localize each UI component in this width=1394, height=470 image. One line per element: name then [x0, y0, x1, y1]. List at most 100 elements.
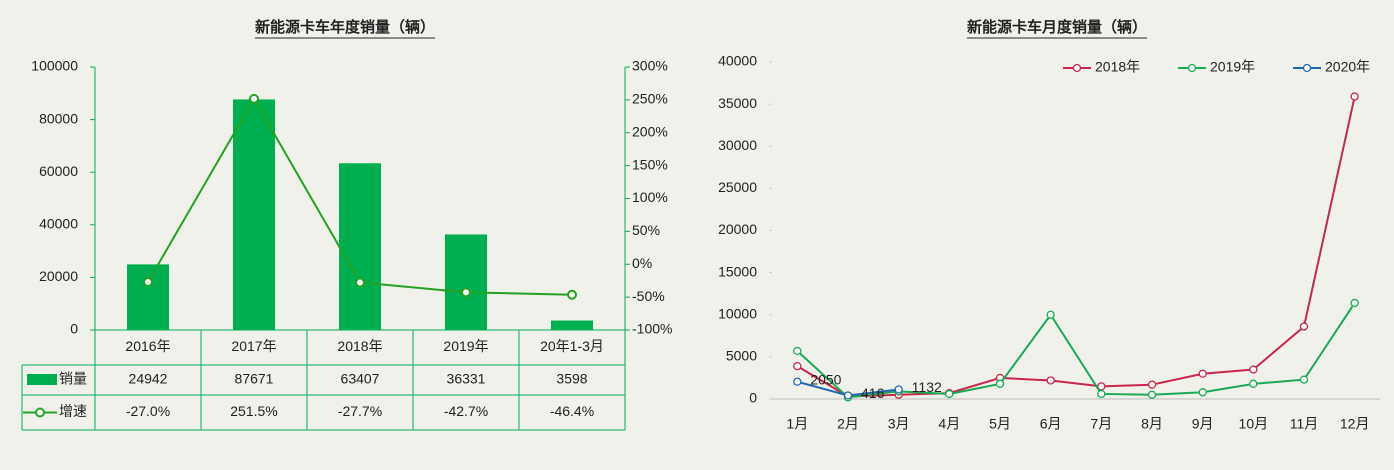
- bar: [445, 234, 487, 330]
- y-tick-label: 5000: [726, 348, 757, 364]
- data-label: 1132: [912, 379, 942, 395]
- y-tick-label: 100000: [31, 58, 78, 74]
- x-tick-label: 1月: [786, 416, 808, 432]
- y-tick-label: 20000: [39, 268, 78, 284]
- legend-label: 2019年: [1210, 59, 1255, 75]
- x-tick-label: 3月: [888, 416, 910, 432]
- marker: [1249, 379, 1258, 388]
- data-label: 416: [861, 385, 885, 401]
- y2-tick-label: 300%: [632, 58, 668, 74]
- marker: [1299, 375, 1309, 384]
- legend-marker: [35, 407, 45, 418]
- bar: [127, 264, 169, 330]
- marker: [1299, 322, 1309, 331]
- legend-label: 2020年: [1325, 59, 1370, 75]
- x-tick-label: 9月: [1192, 416, 1214, 432]
- x-tick-label: 11月: [1290, 416, 1319, 432]
- marker: [1198, 369, 1207, 378]
- x-tick-label: 10月: [1239, 416, 1269, 432]
- y-tick-label: 0: [749, 390, 757, 406]
- marker: [1046, 310, 1055, 319]
- x-tick-label: 2016年: [125, 338, 170, 354]
- marker: [1046, 376, 1055, 385]
- y-tick-label: 25000: [718, 179, 757, 195]
- marker: [1350, 92, 1359, 101]
- y-tick-label: 10000: [718, 305, 757, 321]
- x-tick-label: 2017年: [231, 338, 276, 354]
- y2-tick-label: -100%: [632, 321, 672, 337]
- table-value: -27.0%: [126, 403, 170, 419]
- marker: [1198, 388, 1207, 397]
- table-value: 251.5%: [230, 403, 277, 419]
- y-tick-label: 30000: [718, 137, 757, 153]
- x-tick-label: 4月: [938, 416, 960, 432]
- chart-title: 新能源卡车月度销量（辆）: [967, 18, 1147, 36]
- marker: [1147, 380, 1157, 389]
- x-tick-label: 2月: [837, 416, 859, 432]
- legend-marker: [1072, 63, 1082, 73]
- x-tick-label: 20年1-3月: [540, 338, 604, 354]
- marker: [793, 346, 802, 356]
- marker: [1350, 298, 1359, 308]
- line: [796, 96, 1356, 398]
- y-tick-label: 40000: [718, 53, 757, 69]
- bar: [551, 320, 593, 330]
- y2-tick-label: 0%: [632, 255, 652, 271]
- marker: [461, 287, 471, 298]
- y-tick-label: 15000: [718, 263, 757, 279]
- legend-marker: [1187, 63, 1197, 73]
- marker: [355, 277, 365, 288]
- legend-label: 销量: [59, 371, 87, 387]
- y2-tick-label: 150%: [632, 156, 668, 172]
- marker: [143, 277, 153, 288]
- line: [796, 302, 1356, 399]
- y-tick-label: 80000: [39, 110, 78, 126]
- data-label: 2050: [810, 371, 841, 387]
- legend-label: 2018年: [1095, 59, 1140, 75]
- chart-title: 新能源卡车年度销量（辆）: [255, 18, 435, 36]
- marker: [793, 377, 802, 386]
- marker: [995, 379, 1005, 388]
- legend-label: 增速: [59, 403, 87, 419]
- x-tick-label: 2019年: [443, 338, 488, 354]
- x-tick-label: 8月: [1141, 416, 1163, 432]
- table-value: 36331: [447, 371, 486, 387]
- y2-tick-label: 100%: [632, 189, 668, 205]
- marker: [793, 361, 802, 371]
- x-tick-label: 2018年: [337, 338, 382, 354]
- legend-swatch: [27, 374, 57, 385]
- y2-tick-label: 50%: [632, 222, 660, 238]
- legend-marker: [1302, 63, 1312, 73]
- x-tick-label: 7月: [1090, 416, 1112, 432]
- marker: [1249, 365, 1258, 374]
- marker: [1097, 389, 1106, 399]
- marker: [945, 389, 954, 399]
- table-value: -42.7%: [444, 403, 488, 419]
- x-tick-label: 6月: [1040, 416, 1062, 432]
- y2-tick-label: 200%: [632, 123, 668, 139]
- marker: [249, 93, 259, 104]
- x-tick-label: 5月: [989, 416, 1011, 432]
- bar: [233, 99, 275, 331]
- table-value: 63407: [341, 371, 380, 387]
- table-value: 24942: [129, 371, 168, 387]
- y-tick-label: 0: [70, 321, 78, 337]
- x-tick-label: 12月: [1340, 416, 1370, 432]
- marker: [894, 385, 903, 394]
- table-value: -27.7%: [338, 403, 382, 419]
- bar: [339, 163, 381, 330]
- y-tick-label: 35000: [718, 95, 757, 111]
- table-value: 3598: [556, 371, 587, 387]
- y2-tick-label: 250%: [632, 91, 668, 107]
- y-tick-label: 60000: [39, 163, 78, 179]
- table-value: -46.4%: [550, 403, 594, 419]
- marker: [1147, 390, 1157, 399]
- y2-tick-label: -50%: [632, 288, 665, 304]
- marker: [843, 391, 853, 400]
- y-tick-label: 40000: [39, 216, 78, 232]
- table-value: 87671: [235, 371, 274, 387]
- y-tick-label: 20000: [718, 221, 757, 237]
- marker: [567, 289, 577, 300]
